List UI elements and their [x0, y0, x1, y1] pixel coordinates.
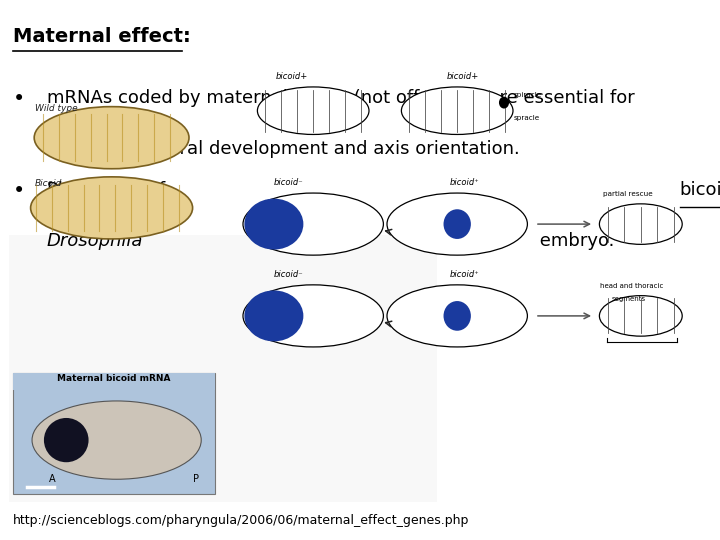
FancyBboxPatch shape	[9, 235, 437, 502]
Ellipse shape	[244, 199, 303, 249]
Ellipse shape	[34, 106, 189, 168]
Ellipse shape	[599, 204, 682, 244]
Text: Maternal effect:: Maternal effect:	[13, 27, 191, 46]
Ellipse shape	[258, 87, 369, 134]
Text: bicoid: bicoid	[680, 181, 720, 199]
FancyBboxPatch shape	[13, 373, 215, 494]
Ellipse shape	[387, 193, 527, 255]
Text: bicoid⁺: bicoid⁺	[450, 178, 480, 187]
Text: bicoid⁻: bicoid⁻	[274, 178, 303, 187]
Ellipse shape	[444, 301, 471, 330]
Ellipse shape	[499, 97, 509, 109]
Ellipse shape	[387, 285, 527, 347]
Text: P: P	[193, 474, 199, 484]
Text: spracle: spracle	[513, 116, 539, 122]
Ellipse shape	[243, 285, 383, 347]
Ellipse shape	[244, 291, 303, 341]
Text: segments: segments	[612, 296, 646, 302]
Text: http://scienceblogs.com/pharyngula/2006/06/maternal_effect_genes.php: http://scienceblogs.com/pharyngula/2006/…	[13, 514, 469, 527]
Text: Placement of: Placement of	[47, 181, 171, 199]
Text: bicoid+: bicoid+	[446, 72, 479, 82]
Text: Drosophila: Drosophila	[47, 232, 143, 250]
Ellipse shape	[44, 418, 89, 462]
Text: embryo.: embryo.	[534, 232, 614, 250]
Text: •: •	[13, 181, 25, 201]
Text: bicoid+: bicoid+	[276, 72, 308, 82]
Text: spiracle: spiracle	[513, 92, 541, 98]
Ellipse shape	[243, 193, 383, 255]
FancyBboxPatch shape	[13, 373, 215, 390]
Text: head and thoracic: head and thoracic	[600, 283, 663, 289]
Ellipse shape	[30, 177, 193, 239]
Ellipse shape	[402, 87, 513, 134]
Ellipse shape	[599, 296, 682, 336]
Text: bicoid⁺: bicoid⁺	[450, 270, 480, 279]
Text: Wild type: Wild type	[35, 104, 77, 113]
Text: mRNAs coded by maternal genes (not offspring) are essential for: mRNAs coded by maternal genes (not offsp…	[47, 89, 634, 107]
Text: normal structural development and axis orientation.: normal structural development and axis o…	[47, 140, 520, 158]
Ellipse shape	[32, 401, 202, 480]
Text: Maternal bicoid mRNA: Maternal bicoid mRNA	[57, 374, 171, 383]
Text: partial rescue: partial rescue	[603, 191, 652, 197]
Text: A: A	[49, 474, 55, 484]
Text: •: •	[13, 89, 25, 109]
Text: Bicoid: Bicoid	[35, 179, 62, 188]
Text: bicoid⁻: bicoid⁻	[274, 270, 303, 279]
Ellipse shape	[444, 209, 471, 239]
